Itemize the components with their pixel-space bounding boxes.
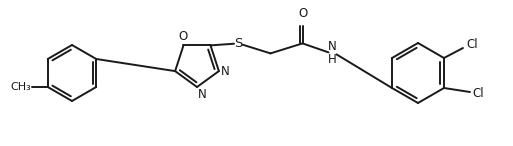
Text: Cl: Cl bbox=[472, 86, 484, 100]
Text: N
H: N H bbox=[328, 40, 337, 66]
Text: O: O bbox=[298, 7, 307, 20]
Text: O: O bbox=[179, 30, 188, 43]
Text: CH₃: CH₃ bbox=[10, 82, 31, 92]
Text: N: N bbox=[221, 65, 230, 78]
Text: N: N bbox=[198, 88, 207, 101]
Text: Cl: Cl bbox=[466, 38, 478, 51]
Text: S: S bbox=[234, 37, 243, 50]
